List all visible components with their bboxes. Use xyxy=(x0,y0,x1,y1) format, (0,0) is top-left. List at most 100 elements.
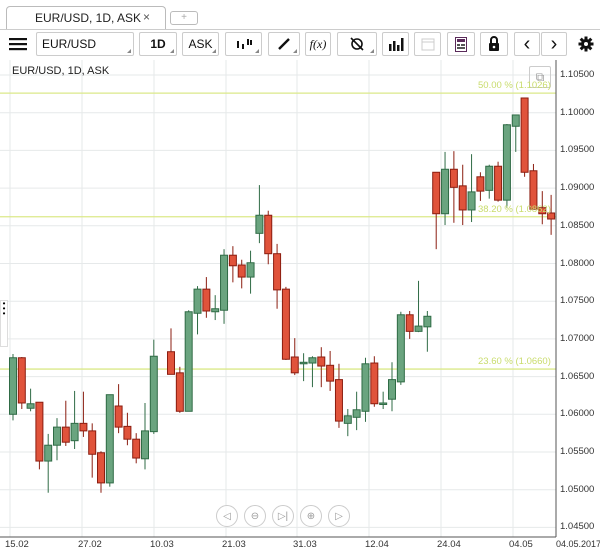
candle-down[interactable] xyxy=(132,433,141,464)
candle-body xyxy=(494,165,503,201)
candle-up[interactable] xyxy=(423,311,432,352)
candle-down[interactable] xyxy=(529,163,538,210)
candle-up[interactable] xyxy=(70,390,79,449)
candle-down[interactable] xyxy=(228,246,237,283)
scroll-right-button[interactable]: ▷ xyxy=(328,505,350,527)
candle-down[interactable] xyxy=(88,423,97,478)
candle-up[interactable] xyxy=(211,295,220,321)
report-icon[interactable] xyxy=(447,32,475,56)
candle-down[interactable] xyxy=(432,171,441,250)
candle-body xyxy=(326,364,335,382)
menu-icon[interactable] xyxy=(4,32,32,56)
candle-down[interactable] xyxy=(35,401,44,470)
candle-up[interactable] xyxy=(352,391,361,431)
candle-up[interactable] xyxy=(44,433,53,493)
crosshair-icon[interactable] xyxy=(337,32,377,56)
lock-icon[interactable] xyxy=(480,32,508,56)
candle-up[interactable] xyxy=(255,185,264,244)
candle-down[interactable] xyxy=(405,311,414,339)
popout-icon[interactable]: ⧉ xyxy=(529,66,551,88)
tab-eurusd[interactable]: EUR/USD, 1D, ASK × xyxy=(6,6,166,29)
candle-down[interactable] xyxy=(476,172,485,201)
candle-body xyxy=(132,438,141,459)
candle-up[interactable] xyxy=(396,311,405,385)
candle-up[interactable] xyxy=(308,356,317,388)
candle-down[interactable] xyxy=(290,338,299,376)
candle-up[interactable] xyxy=(502,124,511,208)
volume-icon[interactable] xyxy=(382,32,409,56)
candle-up[interactable] xyxy=(53,418,61,461)
candle-up[interactable] xyxy=(467,154,476,223)
candle-up[interactable] xyxy=(26,388,35,412)
draw-icon[interactable] xyxy=(268,32,300,56)
candle-down[interactable] xyxy=(547,194,556,235)
candle-up[interactable] xyxy=(105,394,114,487)
candle-up[interactable] xyxy=(361,357,370,422)
candle-body xyxy=(149,355,158,433)
candle-body xyxy=(26,403,35,409)
candle-down[interactable] xyxy=(494,161,503,202)
candle-body xyxy=(44,444,53,462)
candle-up[interactable] xyxy=(9,353,17,421)
chart-title: EUR/USD, 1D, ASK xyxy=(12,65,110,77)
candle-up[interactable] xyxy=(414,280,423,333)
candle-up[interactable] xyxy=(193,286,202,335)
add-tab-button[interactable]: + xyxy=(170,11,198,25)
candle-down[interactable] xyxy=(317,347,326,388)
scroll-left-button[interactable]: ◁ xyxy=(216,505,238,527)
side-select[interactable]: ASK xyxy=(182,32,219,56)
zoom-out-button[interactable]: ⊖ xyxy=(244,505,266,527)
period-select[interactable]: 1D xyxy=(139,32,177,56)
candle-up[interactable] xyxy=(220,249,229,324)
candle-down[interactable] xyxy=(326,350,335,391)
x-tick-label: 04.05 xyxy=(509,539,533,550)
candle-down[interactable] xyxy=(17,356,26,410)
candle-up[interactable] xyxy=(441,151,450,226)
candle-down[interactable] xyxy=(61,400,70,446)
candle-type-icon[interactable] xyxy=(225,32,262,56)
y-tick-label: 1.06000 xyxy=(560,408,595,420)
candle-down[interactable] xyxy=(458,164,467,226)
close-icon[interactable]: × xyxy=(143,10,151,24)
zoom-in-button[interactable]: ⊕ xyxy=(300,505,322,527)
symbol-select[interactable]: EUR/USD xyxy=(36,32,134,56)
candle-up[interactable] xyxy=(343,409,352,437)
candle-body xyxy=(105,394,114,484)
y-tick-label: 1.05500 xyxy=(560,446,595,457)
candle-down[interactable] xyxy=(520,97,529,177)
candle-down[interactable] xyxy=(449,151,458,223)
candle-down[interactable] xyxy=(175,366,184,413)
candle-up[interactable] xyxy=(149,339,158,434)
candle-up[interactable] xyxy=(184,310,193,412)
candle-up[interactable] xyxy=(299,353,308,382)
candle-down[interactable] xyxy=(264,210,273,265)
candle-down[interactable] xyxy=(114,384,123,434)
candle-down[interactable] xyxy=(281,286,290,361)
candle-down[interactable] xyxy=(123,412,132,446)
candle-body xyxy=(88,430,97,455)
calendar-icon[interactable] xyxy=(414,32,441,56)
candle-down[interactable] xyxy=(370,356,379,407)
resize-handle[interactable]: • • • xyxy=(0,300,8,347)
candle-down[interactable] xyxy=(334,363,343,428)
candle-up[interactable] xyxy=(485,164,494,199)
candle-body xyxy=(97,452,105,484)
candle-down[interactable] xyxy=(202,277,211,318)
candle-body xyxy=(167,351,175,375)
gear-icon[interactable] xyxy=(574,32,598,56)
indicator-fx-icon[interactable]: f(x) xyxy=(305,32,331,56)
candle-down[interactable] xyxy=(237,259,246,289)
candle-down[interactable] xyxy=(97,451,105,493)
candle-up[interactable] xyxy=(511,114,520,152)
candle-up[interactable] xyxy=(388,362,396,412)
candle-up[interactable] xyxy=(141,402,149,470)
candle-up[interactable] xyxy=(246,250,255,294)
candle-down[interactable] xyxy=(167,328,175,375)
candle-up[interactable] xyxy=(379,391,388,410)
prev-icon[interactable]: ‹ xyxy=(514,32,540,56)
scroll-to-end-button[interactable]: ▷| xyxy=(272,505,294,527)
next-icon[interactable]: › xyxy=(541,32,567,56)
candle-down[interactable] xyxy=(79,391,88,437)
y-tick-label: 1.08000 xyxy=(560,257,595,269)
candle-down[interactable] xyxy=(273,243,282,309)
